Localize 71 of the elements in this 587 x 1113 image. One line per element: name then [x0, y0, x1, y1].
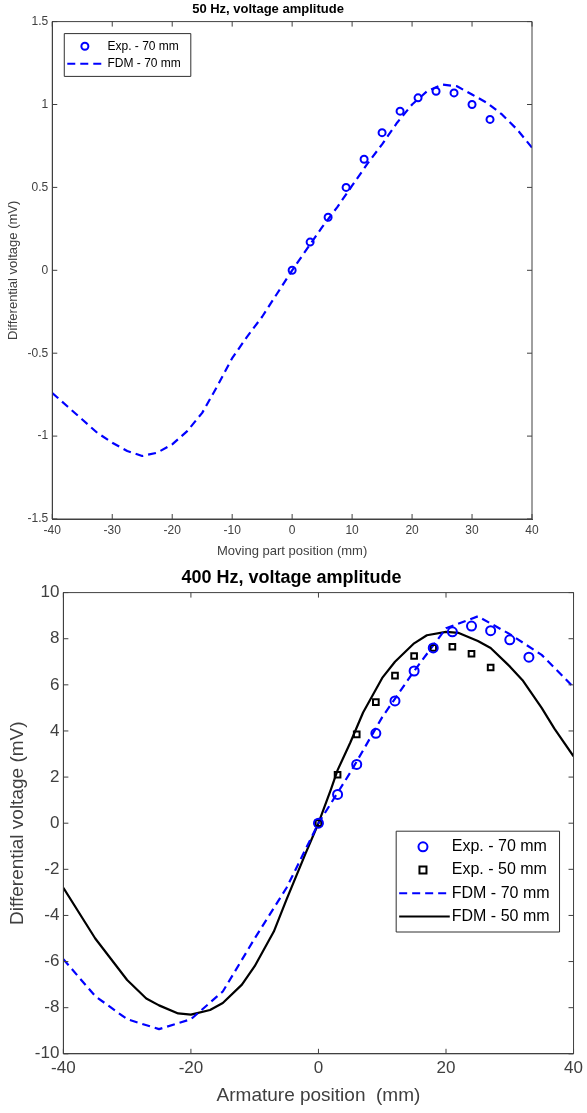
- point: [372, 698, 380, 706]
- x-tick-label: 10: [345, 522, 360, 537]
- y-tick-label: -6: [44, 951, 60, 971]
- point: [395, 106, 405, 116]
- point: [467, 100, 477, 109]
- y-tick-label: 1: [41, 96, 49, 111]
- point: [467, 649, 476, 658]
- x-tick-label: -10: [223, 522, 242, 537]
- x-axis-title: Armature position (mm): [216, 1083, 421, 1105]
- point: [287, 265, 297, 275]
- point: [466, 620, 478, 632]
- point: [410, 652, 418, 660]
- chart-title: 400 Hz, voltage amplitude: [181, 566, 402, 587]
- y-tick-label: 6: [49, 674, 60, 694]
- y-tick-label: -1: [37, 428, 49, 443]
- x-tick-label: -20: [178, 1057, 204, 1077]
- y-tick-label: 0: [49, 812, 60, 832]
- point: [504, 634, 516, 646]
- point: [332, 788, 344, 800]
- point: [305, 237, 315, 247]
- y-tick-label: 8: [49, 628, 60, 648]
- x-tick-label: -30: [103, 522, 122, 537]
- legend-label: Exp. - 70 mm: [451, 837, 547, 855]
- x-tick-label: 40: [564, 1057, 584, 1077]
- x-tick-label: 20: [405, 522, 420, 537]
- legend-label: Exp. - 50 mm: [451, 860, 547, 878]
- point: [486, 663, 495, 672]
- point: [485, 625, 497, 637]
- point: [351, 758, 363, 770]
- y-tick-label: -8: [44, 997, 60, 1017]
- point: [408, 665, 420, 677]
- point: [370, 727, 382, 739]
- x-tick-label: 20: [436, 1057, 456, 1077]
- y-tick-label: 4: [49, 720, 60, 740]
- point: [431, 86, 441, 96]
- x-tick-label: 0: [288, 522, 296, 537]
- y-axis-title: Differential voltage (mV): [5, 200, 21, 340]
- y-tick-label: -2: [44, 859, 60, 879]
- y-tick-label: 2: [49, 766, 60, 786]
- legend-label: FDM - 50 mm: [451, 906, 550, 924]
- line-series: [52, 83, 532, 458]
- point: [446, 626, 458, 638]
- point: [391, 671, 399, 680]
- x-axis-title: Moving part position (mm): [217, 542, 368, 558]
- legend-label: Exp. - 70 mm: [107, 38, 179, 53]
- y-tick-label: 10: [40, 582, 60, 602]
- x-tick-label: 0: [313, 1057, 324, 1077]
- point: [389, 695, 401, 707]
- point: [485, 114, 495, 124]
- y-tick-label: 1.5: [31, 13, 49, 28]
- y-tick-label: -4: [44, 905, 60, 925]
- point: [413, 93, 423, 103]
- x-tick-label: -20: [163, 522, 182, 537]
- x-tick-label: 40: [525, 522, 539, 537]
- y-axis-title: Differential voltage (mV): [5, 721, 27, 925]
- point: [523, 651, 535, 663]
- chart-title: 50 Hz, voltage amplitude: [192, 1, 344, 17]
- y-tick-label: 0.5: [31, 179, 49, 194]
- y-tick-label: 0: [41, 262, 49, 277]
- y-tick-label: -0.5: [27, 345, 49, 360]
- x-tick-label: 30: [465, 522, 480, 537]
- legend-label: FDM - 70 mm: [107, 56, 181, 71]
- legend-label: FDM - 70 mm: [451, 883, 550, 901]
- point: [352, 730, 361, 739]
- point: [449, 88, 459, 98]
- point: [333, 770, 342, 779]
- point: [341, 182, 351, 192]
- point: [359, 154, 369, 164]
- point: [377, 128, 387, 138]
- point: [323, 212, 333, 222]
- point: [448, 642, 457, 651]
